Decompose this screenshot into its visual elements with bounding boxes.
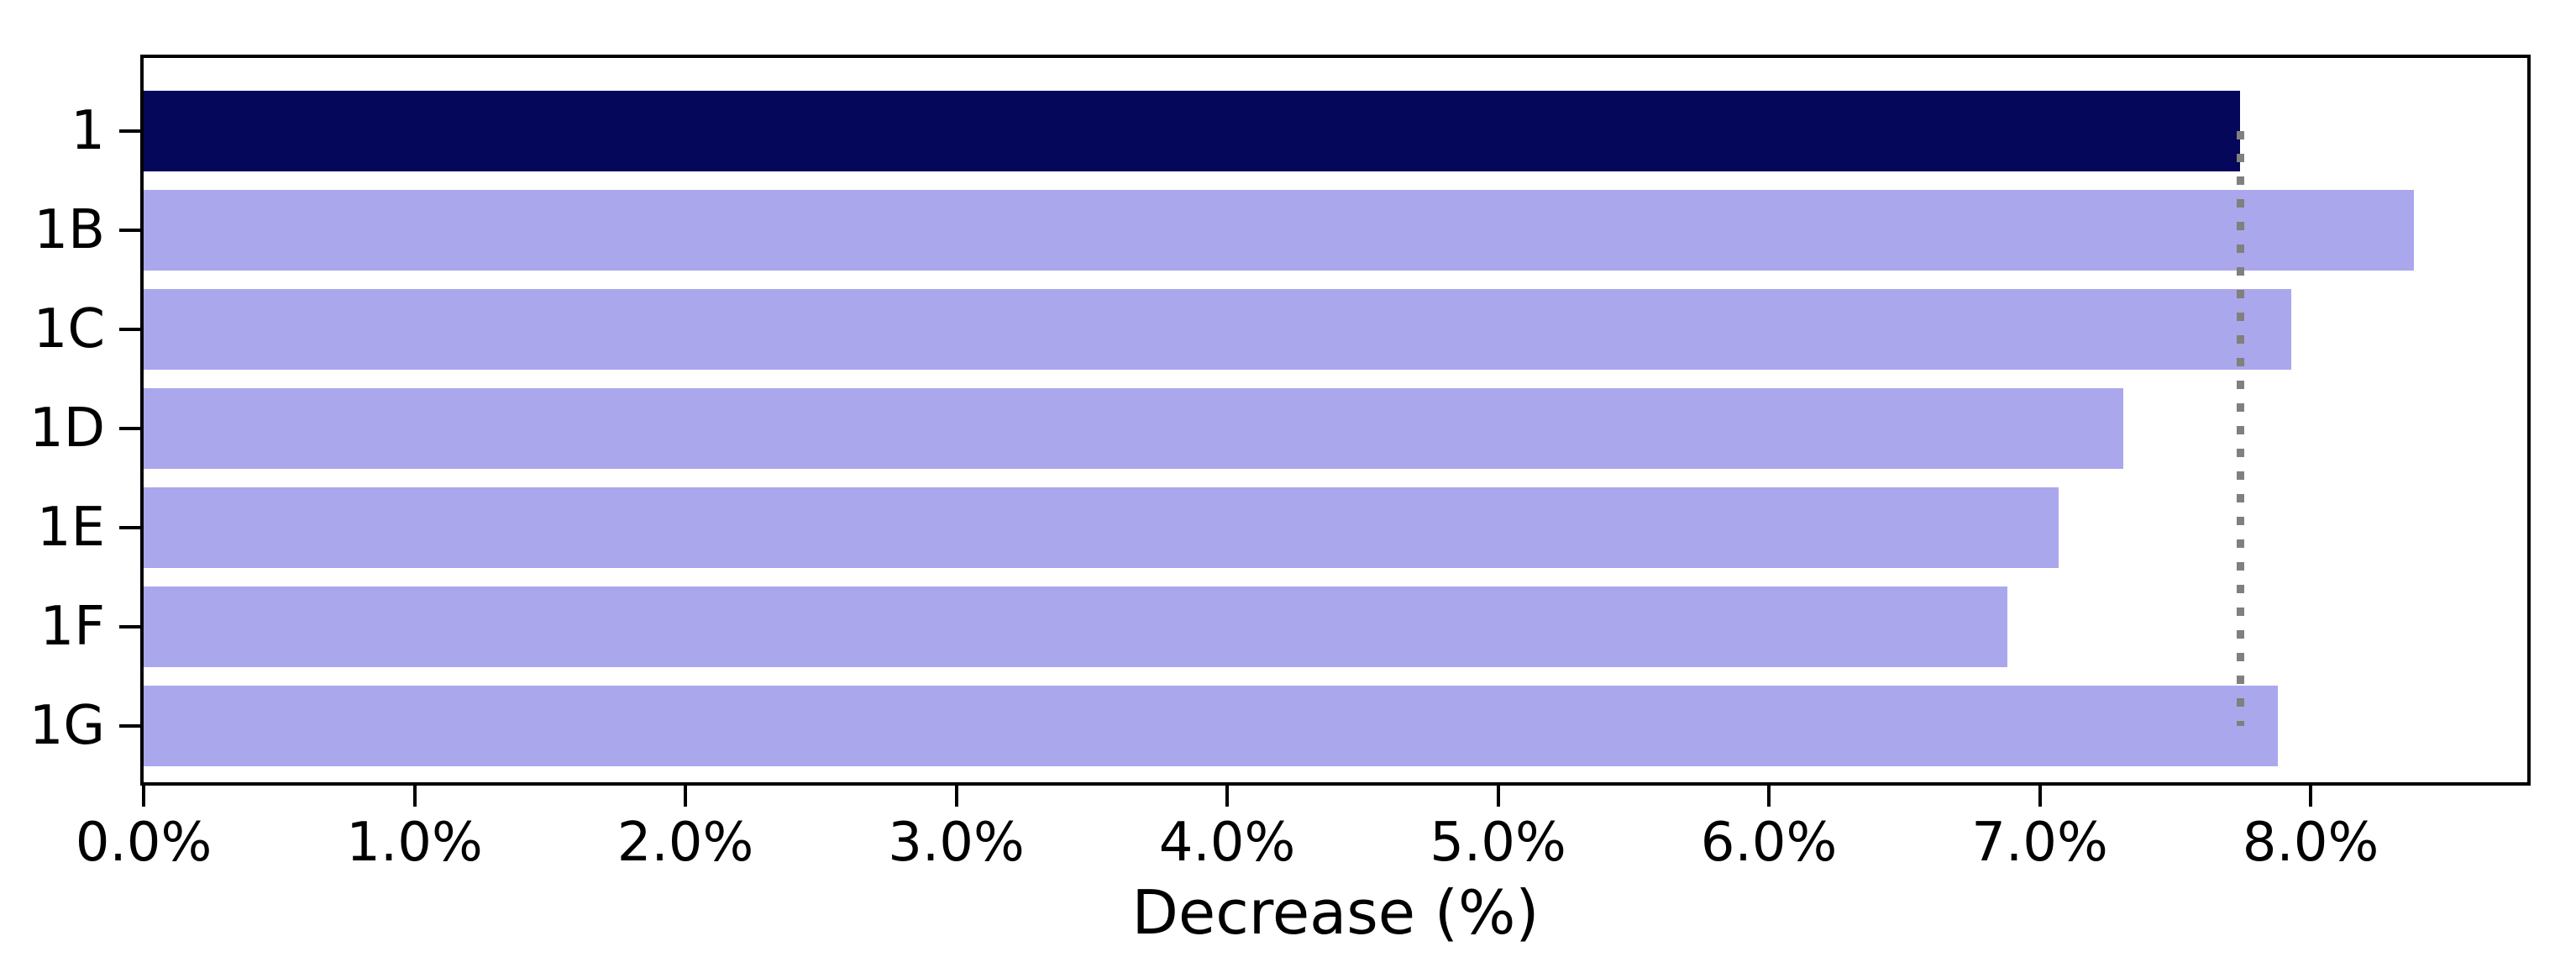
x-axis-title: Decrease (%) xyxy=(1131,877,1540,948)
y-tick-label-1F: 1F xyxy=(39,596,105,658)
x-tick-label-7.0%: 7.0% xyxy=(1971,812,2108,874)
y-tick-label-1E: 1E xyxy=(36,497,105,559)
y-tick-1B xyxy=(119,229,140,232)
y-tick-label-1G: 1G xyxy=(29,695,105,757)
y-tick-1F xyxy=(119,625,140,629)
y-tick-label-1B: 1B xyxy=(34,199,105,261)
x-tick-4.0% xyxy=(1225,786,1229,807)
bar-1B xyxy=(144,190,2414,271)
plot-area xyxy=(140,55,2531,786)
x-tick-0.0% xyxy=(142,786,145,807)
y-tick-label-1C: 1C xyxy=(33,298,105,360)
x-tick-2.0% xyxy=(684,786,687,807)
bar-1C xyxy=(144,289,2292,370)
x-tick-7.0% xyxy=(2038,786,2042,807)
bar-1D xyxy=(144,388,2124,469)
x-tick-label-0.0%: 0.0% xyxy=(75,812,212,874)
y-tick-1G xyxy=(119,724,140,728)
x-tick-6.0% xyxy=(1767,786,1771,807)
x-tick-label-4.0%: 4.0% xyxy=(1158,812,1296,874)
x-tick-label-2.0%: 2.0% xyxy=(616,812,754,874)
y-tick-label-1: 1 xyxy=(71,100,105,162)
x-tick-1.0% xyxy=(412,786,417,807)
y-tick-label-1D: 1D xyxy=(29,397,105,460)
y-tick-1 xyxy=(119,129,140,133)
bar-1 xyxy=(144,91,2241,171)
x-tick-label-5.0%: 5.0% xyxy=(1430,812,1566,874)
reference-line-dotted xyxy=(2237,131,2245,726)
x-tick-label-1.0%: 1.0% xyxy=(346,812,483,874)
y-tick-1E xyxy=(119,526,140,529)
x-tick-label-8.0%: 8.0% xyxy=(2242,812,2379,874)
x-tick-label-3.0%: 3.0% xyxy=(888,812,1025,874)
y-tick-1D xyxy=(119,427,140,430)
x-tick-3.0% xyxy=(954,786,958,807)
x-tick-8.0% xyxy=(2309,786,2312,807)
y-tick-1C xyxy=(119,328,140,331)
x-tick-5.0% xyxy=(1496,786,1500,807)
x-tick-label-6.0%: 6.0% xyxy=(1700,812,1838,874)
bar-1G xyxy=(144,686,2279,766)
bar-1E xyxy=(144,487,2059,568)
bars-layer xyxy=(144,58,2527,782)
bar-1F xyxy=(144,586,2007,667)
